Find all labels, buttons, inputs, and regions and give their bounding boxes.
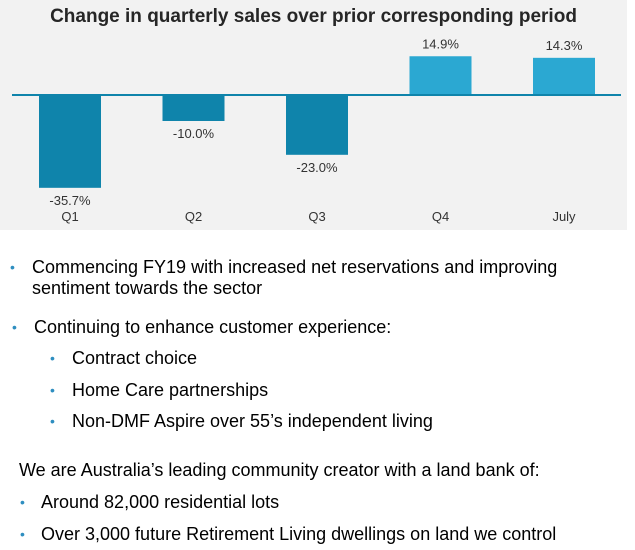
- data-label: -10.0%: [173, 126, 215, 141]
- bullet-icon: •: [50, 413, 55, 429]
- bullet-text-continued: sentiment towards the sector: [32, 278, 263, 298]
- bullet-text: Around 82,000 residential lots: [41, 492, 280, 512]
- x-tick-label: July: [552, 209, 576, 224]
- bullet-icon: •: [12, 319, 17, 335]
- bullet-text: Over 3,000 future Retirement Living dwel…: [41, 524, 557, 544]
- bar-chart: -35.7%Q1 -10.0% Q2 -23.0% Q3 14.9% Q4 14.3% July: [12, 36, 621, 224]
- x-tick-label: Q3: [308, 209, 325, 224]
- bullet-icon: •: [10, 259, 15, 275]
- bar-q3: [286, 95, 348, 155]
- chart-title: Change in quarterly sales over prior cor…: [50, 6, 577, 27]
- bar-q4: [409, 56, 472, 95]
- bullet-icon: •: [50, 382, 55, 398]
- data-label: 14.9%: [422, 36, 459, 51]
- bar-july: [533, 57, 595, 95]
- bullet-icon: •: [20, 526, 25, 542]
- x-tick-label: Q1: [61, 209, 78, 224]
- data-label: 14.3%: [546, 38, 583, 53]
- land-bank-intro: We are Australia’s leading community cre…: [19, 460, 540, 480]
- sub-bullet-text: Non-DMF Aspire over 55’s independent liv…: [72, 411, 433, 431]
- bullet-text: Continuing to enhance customer experienc…: [34, 317, 392, 337]
- x-tick-label: Q2: [185, 209, 202, 224]
- bullet-text: Commencing FY19 with increased net reser…: [32, 257, 558, 277]
- x-tick-label: Q4: [432, 209, 449, 224]
- chart-panel: Change in quarterly sales over prior cor…: [0, 0, 627, 230]
- sub-bullet-text: Home Care partnerships: [72, 380, 269, 400]
- bullet-icon: •: [20, 494, 25, 510]
- data-label: -23.0%: [296, 160, 338, 175]
- bar-q1: [39, 95, 101, 188]
- bar-q2: [162, 95, 225, 121]
- sub-bullet-text: Contract choice: [72, 348, 198, 368]
- bullet-icon: •: [50, 350, 55, 366]
- data-label: -35.7%: [49, 193, 91, 208]
